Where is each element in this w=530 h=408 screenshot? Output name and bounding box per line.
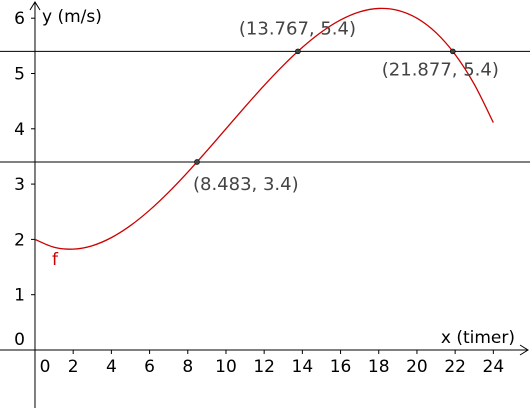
point [449, 48, 456, 55]
x-axis-arrow [519, 344, 529, 356]
function-curve [34, 7, 494, 250]
point-label: (21.877, 5.4) [382, 59, 499, 80]
y-tick-label: 3 [14, 175, 25, 195]
point-label: (8.483, 3.4) [193, 174, 299, 195]
y-tick-label: 4 [14, 120, 25, 140]
y-axis-label: y (m/s) [42, 7, 102, 27]
x-tick-label: 10 [215, 357, 237, 377]
x-tick-label: 18 [368, 357, 390, 377]
x-tick-label: 14 [292, 357, 314, 377]
point-label: (13.767, 5.4) [239, 18, 356, 39]
x-tick-label: 8 [182, 357, 193, 377]
x-tick-label: 12 [253, 357, 275, 377]
y-tick-label: 2 [14, 230, 25, 250]
point [295, 48, 301, 55]
y-tick-label: 1 [14, 286, 25, 306]
function-label: f [52, 250, 59, 270]
x-tick-label: 24 [483, 357, 505, 377]
y-axis-arrow [29, 1, 41, 11]
x-tick-label: 16 [330, 357, 352, 377]
x-tick-label: 4 [106, 357, 117, 377]
x-tick-label: 2 [68, 357, 79, 377]
y-tick-label: 6 [14, 9, 25, 29]
point [194, 159, 200, 165]
x-tick-label: 22 [444, 357, 466, 377]
y-tick-label: 0 [14, 330, 25, 350]
x-tick-label: 6 [144, 357, 155, 377]
x-tick-label: 20 [406, 357, 428, 377]
y-tick-label: 5 [14, 64, 25, 84]
x-axis-label: x (timer) [441, 328, 515, 348]
x-tick-label: 0 [40, 357, 51, 377]
